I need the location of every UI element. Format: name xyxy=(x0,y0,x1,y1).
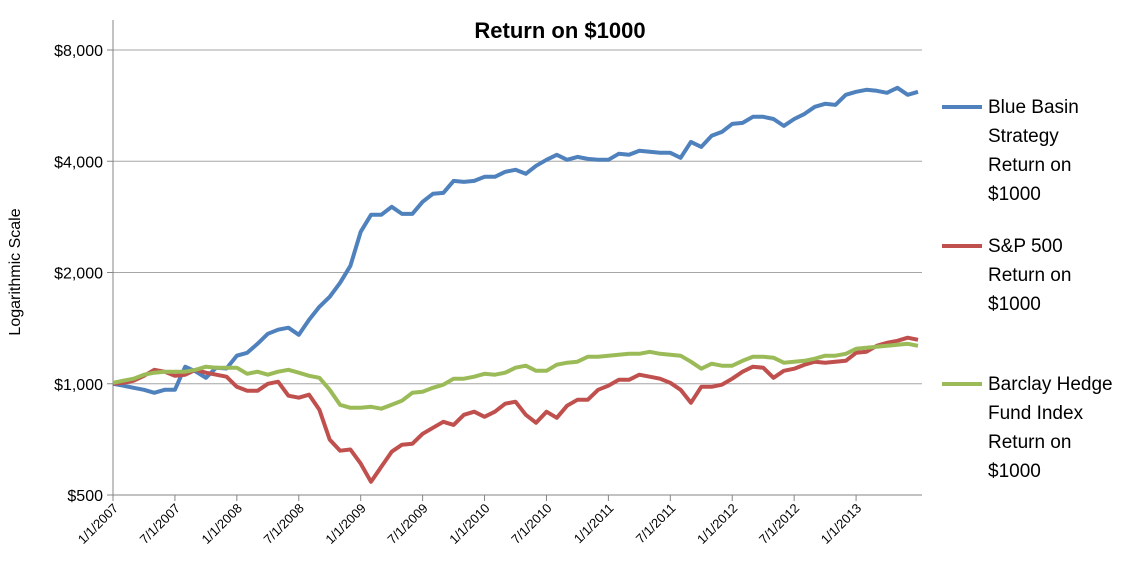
x-tick-label: 1/1/2013 xyxy=(818,501,864,547)
y-axis-title: Logarithmic Scale xyxy=(7,208,24,335)
x-tick-label: 1/1/2008 xyxy=(199,501,245,547)
chart-title: Return on $1000 xyxy=(474,18,645,43)
y-tick-label: $8,000 xyxy=(54,43,103,60)
x-tick-label: 1/1/2012 xyxy=(694,501,740,547)
x-tick-label: 1/1/2010 xyxy=(446,501,492,547)
legend-label: S&P 500 Return on $1000 xyxy=(988,236,1072,315)
legend-swatch xyxy=(942,382,982,386)
x-tick-label: 1/1/2011 xyxy=(571,501,617,547)
series-line xyxy=(112,335,919,484)
legend-label: Blue Basin Strategy Return on $1000 xyxy=(988,97,1079,205)
x-tick-label: 7/1/2008 xyxy=(260,501,306,547)
legend-swatch xyxy=(942,244,982,248)
y-tick-label: $4,000 xyxy=(54,154,103,171)
x-tick-label: 1/1/2007 xyxy=(75,501,121,547)
legend-item: Barclay Hedge Fund Index Return on $1000 xyxy=(942,370,1118,486)
legend-swatch xyxy=(942,105,982,109)
y-tick-label: $500 xyxy=(67,488,103,505)
series-line xyxy=(112,341,919,411)
x-tick-label: 7/1/2009 xyxy=(384,501,430,547)
x-tick-label: 1/1/2009 xyxy=(322,501,368,547)
x-tick-label: 7/1/2011 xyxy=(633,501,679,547)
legend-item: Blue Basin Strategy Return on $1000 xyxy=(942,93,1118,209)
x-tick-label: 7/1/2007 xyxy=(137,501,183,547)
y-tick-label: $1,000 xyxy=(54,377,103,394)
x-tick-label: 7/1/2010 xyxy=(508,501,554,547)
series-line xyxy=(112,85,919,395)
y-tick-label: $2,000 xyxy=(54,266,103,283)
legend-item: S&P 500 Return on $1000 xyxy=(942,232,1118,319)
legend-label: Barclay Hedge Fund Index Return on $1000 xyxy=(988,374,1113,482)
x-tick-label: 7/1/2012 xyxy=(756,501,802,547)
